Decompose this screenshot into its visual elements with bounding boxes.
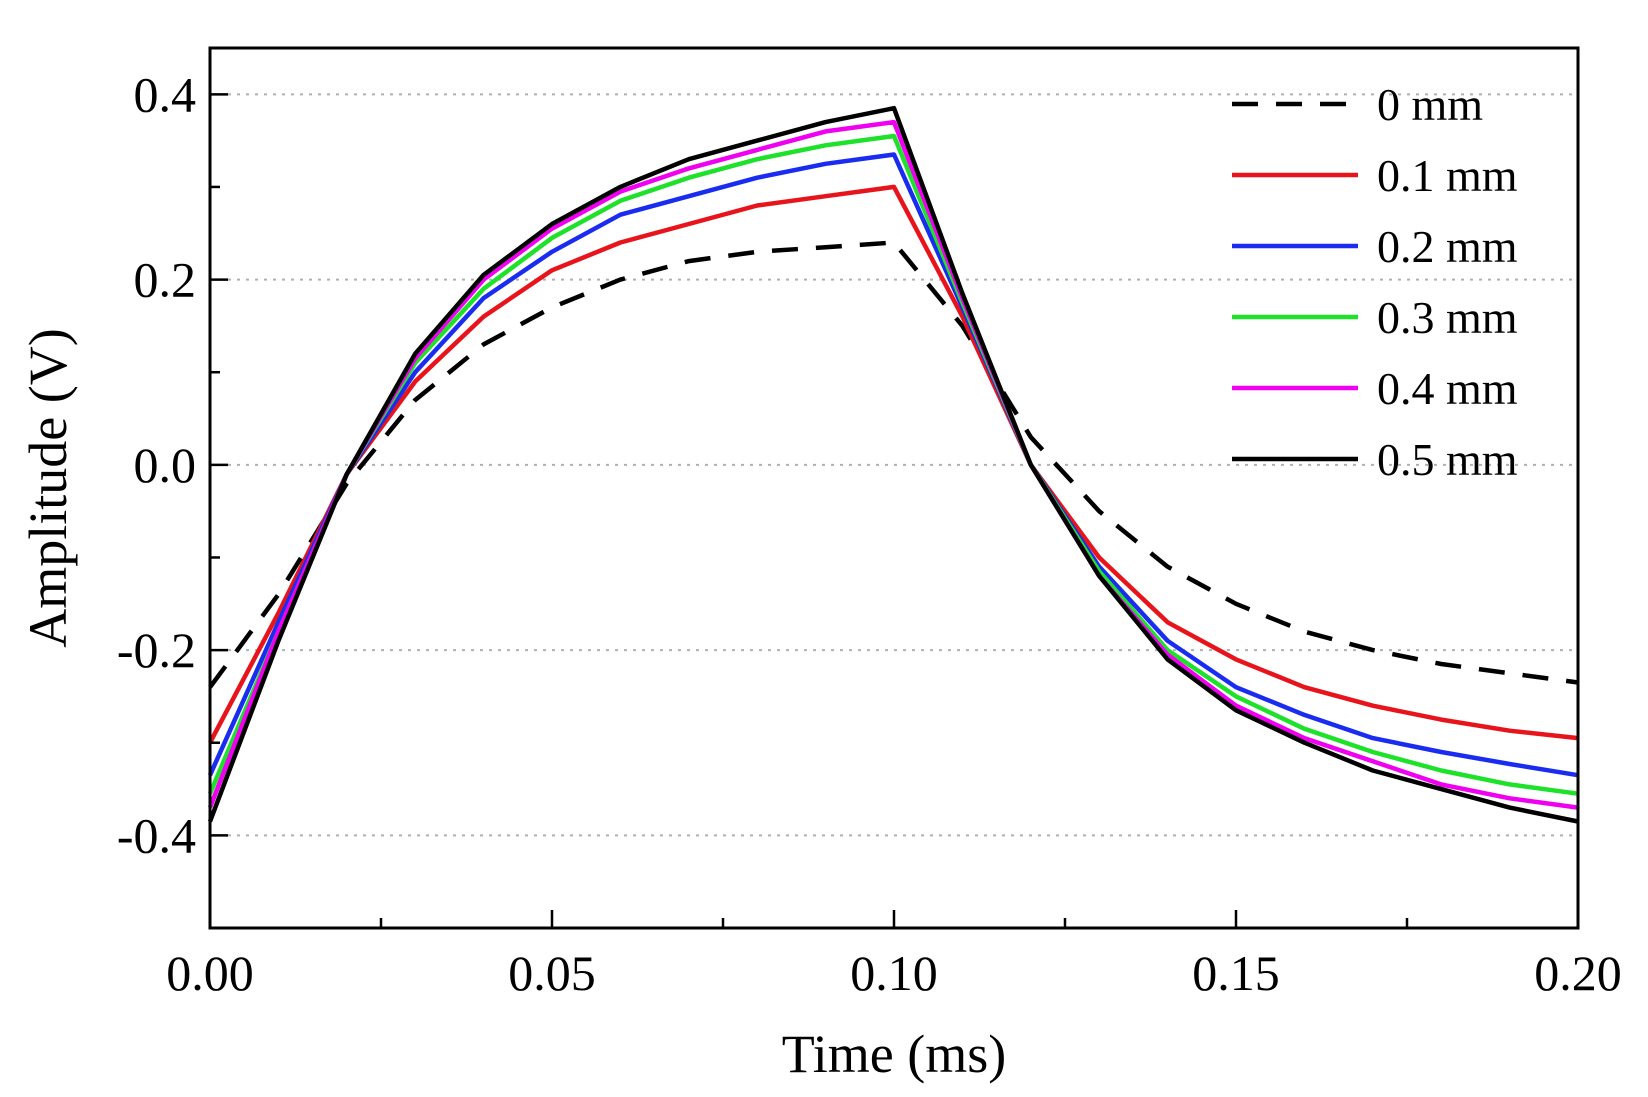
legend-label-2: 0.2 mm <box>1377 221 1518 272</box>
series-line-4 <box>207 119 1579 810</box>
x-tick-label-0: 0.00 <box>166 945 254 1001</box>
x-tick-label-1: 0.05 <box>508 945 596 1001</box>
y-tick-label-3: 0.2 <box>134 252 197 308</box>
y-tick-label-2: 0.0 <box>134 437 197 493</box>
series-line-5 <box>207 105 1579 824</box>
legend-label-0: 0 mm <box>1377 79 1483 130</box>
grid-lines <box>210 93 1578 837</box>
series-line-2 <box>207 152 1579 778</box>
x-axis-title: Time (ms) <box>782 1024 1007 1084</box>
axis-ticks <box>208 93 1580 930</box>
plot-area-frame <box>208 46 1580 930</box>
legend: 0 mm 0.1 mm 0.2 mm 0.3 mm 0.4 mm 0.5 mm <box>1232 79 1518 485</box>
series-line-3 <box>207 133 1579 796</box>
tick-labels: 0.00 0.05 0.10 0.15 0.20 -0.4 -0.2 0.0 0.2 0.4 <box>117 66 1622 1001</box>
y-tick-label-0: -0.4 <box>117 807 196 863</box>
legend-label-3: 0.3 mm <box>1377 292 1518 343</box>
series-layer <box>207 105 1579 824</box>
y-tick-label-1: -0.2 <box>117 622 196 678</box>
x-tick-label-2: 0.10 <box>850 945 938 1001</box>
legend-label-1: 0.1 mm <box>1377 150 1518 201</box>
legend-label-5: 0.5 mm <box>1377 434 1518 485</box>
legend-label-4: 0.4 mm <box>1377 363 1518 414</box>
x-tick-label-3: 0.15 <box>1192 945 1280 1001</box>
y-axis-title: Amplitude (V) <box>18 328 78 647</box>
series-line-0 <box>208 240 1579 689</box>
x-tick-label-4: 0.20 <box>1534 945 1622 1001</box>
series-line-1 <box>208 184 1579 744</box>
y-tick-label-4: 0.4 <box>134 66 197 122</box>
